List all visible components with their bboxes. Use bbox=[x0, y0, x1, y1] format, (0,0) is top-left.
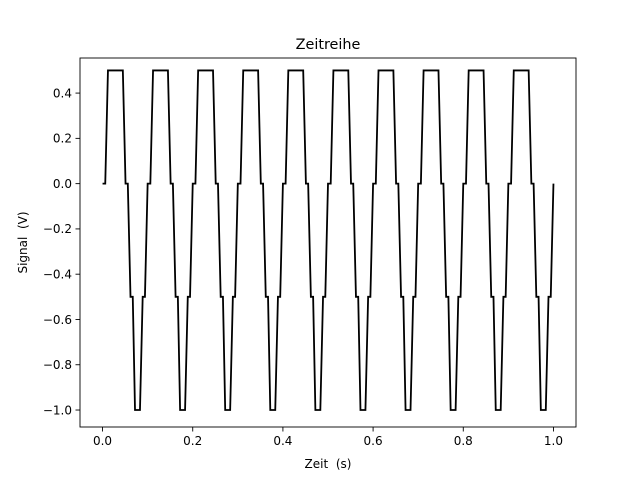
plot-frame bbox=[79, 57, 577, 428]
y-tick-label: −0.6 bbox=[43, 313, 72, 327]
y-tick-label: 0.2 bbox=[53, 132, 72, 146]
y-tick-label: −0.8 bbox=[43, 358, 72, 372]
y-axis: 0.4 0.2 0.0 −0.2 −0.4 −0.6 −0.8 −1.0 bbox=[43, 86, 80, 417]
x-tick-label: 0.4 bbox=[273, 434, 292, 448]
y-tick-label: 0.0 bbox=[53, 177, 72, 191]
x-tick-label: 0.0 bbox=[93, 434, 112, 448]
x-tick-label: 1.0 bbox=[544, 434, 563, 448]
chart-title: Zeitreihe bbox=[296, 37, 361, 53]
y-tick-label: −1.0 bbox=[43, 403, 72, 417]
x-axis: 0.0 0.2 0.4 0.6 0.8 1.0 bbox=[93, 427, 563, 448]
x-axis-label: Zeit (s) bbox=[305, 457, 352, 471]
y-tick-label: 0.4 bbox=[53, 86, 72, 100]
y-tick-label: −0.4 bbox=[43, 267, 72, 281]
x-tick-label: 0.6 bbox=[364, 434, 383, 448]
plot-area bbox=[79, 57, 577, 428]
series-line bbox=[102, 69, 555, 411]
plot-background bbox=[80, 58, 576, 427]
y-tick-label: −0.2 bbox=[43, 222, 72, 236]
y-axis-label: Signal (V) bbox=[16, 211, 30, 273]
x-tick-label: 0.2 bbox=[183, 434, 202, 448]
x-tick-label: 0.8 bbox=[454, 434, 473, 448]
